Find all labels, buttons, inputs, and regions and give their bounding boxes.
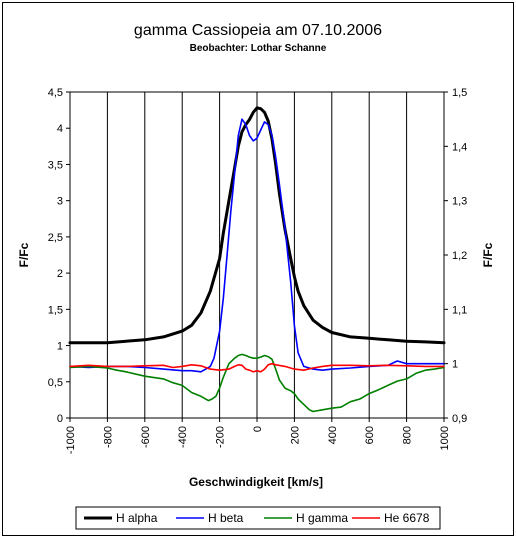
x-axis-label: Geschwindigkeit [km/s] <box>189 475 323 489</box>
x-tick-label: 200 <box>289 426 301 444</box>
y-tick-label-right: 1,1 <box>452 304 467 316</box>
y-tick-label-left: 0 <box>57 413 63 425</box>
y-tick-label-left: 3,5 <box>48 159 63 171</box>
x-tick-label: 400 <box>327 426 339 444</box>
x-tick-label: -800 <box>102 426 114 448</box>
series-lines <box>68 106 446 413</box>
series-line-he-6678 <box>69 362 445 373</box>
y-tick-label-right: 0,9 <box>452 413 467 425</box>
legend-label-h-alpha: H alpha <box>116 511 158 525</box>
x-tick-label: 0 <box>252 426 264 432</box>
x-tick-label: 1000 <box>439 426 451 450</box>
x-tick-label: -200 <box>215 426 227 448</box>
y-tick-label-left: 4,5 <box>48 87 63 99</box>
y-tick-label-left: 1,5 <box>48 304 63 316</box>
y-tick-label-right: 1,4 <box>452 141 467 153</box>
grid-lines <box>106 92 408 418</box>
y-axis-label-left: F/Fc <box>17 242 31 267</box>
series-line-h-gamma <box>69 353 445 413</box>
axes: -1000 -800 -600 -400 -200 0 200 400 600 800 1000 0 0… <box>48 87 468 454</box>
legend-label-h-gamma: H gamma <box>296 511 348 525</box>
y-tick-label-left: 2,5 <box>48 232 63 244</box>
x-tick-label: -1000 <box>65 426 77 454</box>
x-tick-label: -600 <box>140 426 152 448</box>
y-tick-label-left: 2 <box>57 268 63 280</box>
chart-subtitle: Beobachter: Lothar Schanne <box>190 43 327 54</box>
y-tick-label-right: 1,5 <box>452 87 467 99</box>
y-tick-label-right: 1,2 <box>452 250 467 262</box>
legend-label-h-beta: H beta <box>208 511 244 525</box>
y-axis-label-right: F/Fc <box>481 242 495 267</box>
y-tick-label-left: 4 <box>57 123 63 135</box>
y-tick-label-left: 3 <box>57 196 63 208</box>
y-tick-label-left: 1 <box>57 341 63 353</box>
x-tick-label: -400 <box>177 426 189 448</box>
y-tick-label-left: 0,5 <box>48 377 63 389</box>
chart-legend: H alpha H beta H gamma He 6678 <box>75 506 441 530</box>
chart-title: gamma Cassiopeia am 07.10.2006 <box>134 22 382 39</box>
y-tick-label-right: 1,3 <box>452 196 467 208</box>
x-tick-label: 800 <box>402 426 414 444</box>
series-line-h-beta <box>69 118 445 373</box>
legend-box <box>75 506 441 530</box>
series-line-h-alpha <box>68 106 446 345</box>
x-tick-label: 600 <box>364 426 376 444</box>
y-tick-label-right: 1 <box>452 359 458 371</box>
legend-label-he-6678: He 6678 <box>384 511 430 525</box>
